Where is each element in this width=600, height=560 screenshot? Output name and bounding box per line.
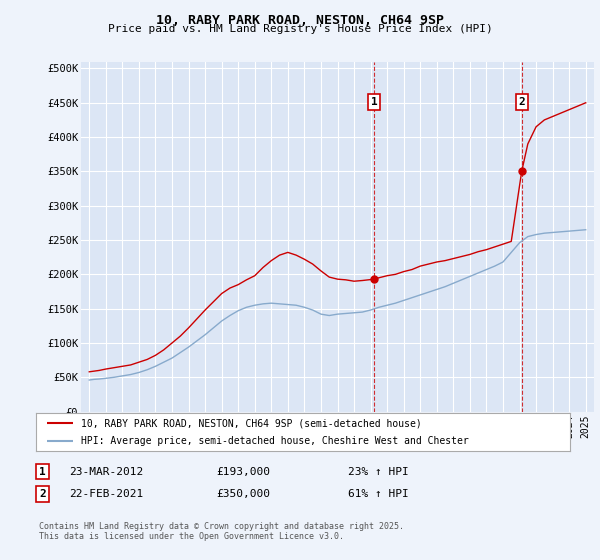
Text: 10, RABY PARK ROAD, NESTON, CH64 9SP: 10, RABY PARK ROAD, NESTON, CH64 9SP <box>156 14 444 27</box>
Text: 2: 2 <box>39 489 46 499</box>
Text: 1: 1 <box>39 466 46 477</box>
Text: HPI: Average price, semi-detached house, Cheshire West and Chester: HPI: Average price, semi-detached house,… <box>82 436 469 446</box>
Text: 23% ↑ HPI: 23% ↑ HPI <box>348 466 409 477</box>
Text: 61% ↑ HPI: 61% ↑ HPI <box>348 489 409 499</box>
Text: 2: 2 <box>518 97 525 107</box>
Text: £193,000: £193,000 <box>216 466 270 477</box>
Text: 1: 1 <box>371 97 377 107</box>
Text: Contains HM Land Registry data © Crown copyright and database right 2025.
This d: Contains HM Land Registry data © Crown c… <box>39 522 404 542</box>
Text: Price paid vs. HM Land Registry's House Price Index (HPI): Price paid vs. HM Land Registry's House … <box>107 24 493 34</box>
Text: £350,000: £350,000 <box>216 489 270 499</box>
Text: 10, RABY PARK ROAD, NESTON, CH64 9SP (semi-detached house): 10, RABY PARK ROAD, NESTON, CH64 9SP (se… <box>82 418 422 428</box>
Text: 22-FEB-2021: 22-FEB-2021 <box>69 489 143 499</box>
Text: 23-MAR-2012: 23-MAR-2012 <box>69 466 143 477</box>
